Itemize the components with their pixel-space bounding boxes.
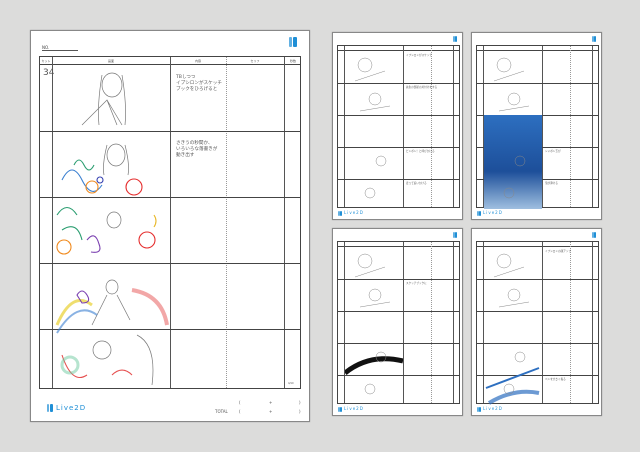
live2d-logo-icon <box>289 37 297 47</box>
header-seconds: 秒数 <box>289 59 296 63</box>
content-note: イプシロンがスケッチ <box>406 54 432 57</box>
storyboard-sheet-thumbnail: シャボン玉が 泡が弾ける Live2D <box>471 32 602 220</box>
total-open: ( <box>239 409 241 414</box>
live2d-logo-icon <box>47 404 53 412</box>
content-note: TBしつつ イプシロンがスケッチ ブックをひろげると <box>176 75 222 92</box>
header-cut: カット <box>41 59 51 63</box>
divider <box>52 57 53 388</box>
storyboard-sheet-thumbnail: イプシロンがスケッチ先生の部屋の片付けをする ピンポン！と呼びかける 走って追いかけ… <box>332 32 463 220</box>
divider <box>170 57 171 388</box>
brand-name: Live2D <box>483 210 503 215</box>
table-header <box>477 46 598 51</box>
divider <box>40 263 300 264</box>
content-note: イプシロンの顔アップ <box>545 250 571 253</box>
divider <box>40 197 300 198</box>
content-note: シャボン玉が <box>545 150 561 153</box>
sheet-number-label: NO. <box>42 45 78 51</box>
content-note: さきうの秒間か、 いろいろな落書きが 動き出す <box>176 141 218 158</box>
sketch-drawings <box>354 57 391 199</box>
brand-name: Live2D <box>483 406 503 411</box>
live2d-logo-icon <box>453 36 457 42</box>
live2d-logo-icon <box>338 407 342 412</box>
storyboard-table: シャボン玉が 泡が弾ける <box>476 45 599 209</box>
table-header <box>338 46 459 51</box>
storyboard-drawings <box>55 72 169 386</box>
divider <box>284 57 285 388</box>
time-close: ) <box>299 400 301 405</box>
table-header <box>477 242 598 247</box>
storyboard-sheet-thumbnail: スケッチブックに Live2D <box>332 228 463 416</box>
content-note: 走って追いかける <box>406 182 427 185</box>
divider <box>40 131 300 132</box>
content-note: スケッチブックに <box>406 282 427 285</box>
content-note: ペンを大きく振る <box>545 378 566 381</box>
content-note: 先生の部屋の片付けをする <box>406 86 438 89</box>
ocean-panel <box>484 115 542 209</box>
sketch-drawings <box>354 253 391 395</box>
divider <box>226 57 227 388</box>
storyboard-sheet-thumbnail: イプシロンの顔アップ ペンを大きく振る Live2D <box>471 228 602 416</box>
storyboard-sheet-main: NO. カット 画面 内容 セリフ 秒数 34 TBしつつ イプシロンがスケッチ… <box>30 30 310 422</box>
total-plus: + <box>269 409 273 414</box>
storyboard-table: イプシロンがスケッチ先生の部屋の片付けをする ピンポン！と呼びかける 走って追いかけ… <box>337 45 460 208</box>
brand-name: Live2D <box>344 210 364 215</box>
sketch-drawings <box>493 57 530 199</box>
live2d-logo-icon <box>477 407 481 412</box>
header-content: 内容 <box>194 59 201 63</box>
sketch-drawings <box>493 253 530 395</box>
content-note: ピンポン！と呼びかける <box>406 150 435 153</box>
table-header <box>338 242 459 247</box>
brand-name: Live2D <box>56 404 87 412</box>
brush-stroke <box>345 356 403 375</box>
brush-stroke <box>485 367 540 405</box>
brand-name: Live2D <box>344 406 364 411</box>
header-picture: 画面 <box>107 59 114 63</box>
live2d-logo-icon <box>338 211 342 216</box>
live2d-logo-icon <box>592 232 596 238</box>
live2d-logo-icon <box>477 211 481 216</box>
header-dialogue: セリフ <box>250 59 260 63</box>
live2d-logo-icon <box>592 36 596 42</box>
page-mark: 4/10 <box>288 382 294 385</box>
total-close: ) <box>299 409 301 414</box>
storyboard-table: カット 画面 内容 セリフ 秒数 34 TBしつつ イプシロンがスケッチ ブック… <box>39 56 301 389</box>
total-label: TOTAL <box>215 409 228 414</box>
storyboard-table: イプシロンの顔アップ ペンを大きく振る <box>476 241 599 405</box>
storyboard-table: スケッチブックに <box>337 241 460 404</box>
divider <box>40 329 300 330</box>
live2d-logo-icon <box>453 232 457 238</box>
cut-number: 34 <box>43 68 55 78</box>
time-open: ( <box>239 400 241 405</box>
content-note: 泡が弾ける <box>545 182 558 185</box>
time-plus: + <box>269 400 273 405</box>
